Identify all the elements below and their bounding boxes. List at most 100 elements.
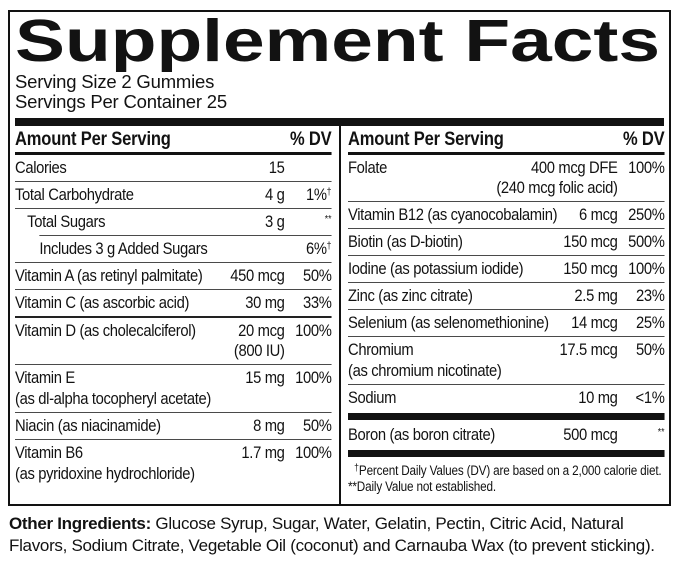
nutrient-row: Folate 400 mcg DFE 100% (240 mcg folic a… — [348, 155, 665, 201]
nutrient-row: Includes 3 g Added Sugars 6%† — [15, 236, 332, 262]
nutrient-row-line: Biotin (as D-biotin) 150 mcg 500% — [348, 229, 665, 255]
footnotes: †Percent Daily Values (DV) are based on … — [348, 459, 665, 495]
nutrient-name: Folate — [347, 158, 387, 177]
footnote-line: **Daily Value not established. — [347, 479, 496, 494]
nutrient-name: Includes 3 g Added Sugars — [39, 239, 208, 258]
nutrient-dv: 33% — [302, 293, 332, 312]
header-divider-bar — [15, 118, 664, 126]
row-separator — [15, 262, 332, 263]
row-separator — [15, 412, 332, 413]
nutrient-amount: 6 mcg — [578, 205, 618, 224]
nutrient-row: Calories 15 — [15, 155, 332, 181]
nutrient-row: Total Sugars 3 g ** — [15, 209, 332, 235]
column-left: Amount Per Serving % DV Calories 15 Tota… — [15, 126, 339, 504]
nutrient-amount: 15 — [268, 158, 285, 177]
nutrient-amount: 500 mcg — [562, 425, 618, 444]
nutrient-dv: 50% — [635, 340, 665, 359]
nutrient-row: Niacin (as niacinamide) 8 mg 50% — [15, 413, 332, 439]
amount-per-serving-header: Amount Per Serving — [347, 129, 504, 150]
row-separator — [347, 228, 665, 229]
nutrient-name-sub: (as chromium nicotinate) — [347, 361, 502, 380]
amount-per-serving-header: Amount Per Serving — [15, 129, 171, 150]
row-separator — [347, 282, 665, 283]
nutrient-amount: 30 mg — [245, 293, 285, 312]
nutrient-dv: ** — [324, 214, 332, 225]
nutrient-row-line: Zinc (as zinc citrate) 2.5 mg 23% — [348, 283, 665, 309]
nutrient-dv: <1% — [635, 388, 665, 407]
row-separator — [15, 289, 332, 290]
nutrient-row-line: Includes 3 g Added Sugars 6%† — [15, 236, 332, 262]
nutrient-amount: 17.5 mcg — [559, 340, 618, 359]
nutrient-amount: 10 mg — [577, 388, 618, 407]
column-right: Amount Per Serving % DV Folate 400 mcg D… — [338, 126, 665, 504]
nutrient-dv: 250% — [627, 205, 665, 224]
nutrient-amount: 150 mcg — [562, 259, 618, 278]
nutrient-row-line: Vitamin E 15 mg 100% — [15, 365, 332, 391]
column-header-right: Amount Per Serving % DV — [347, 126, 664, 155]
nutrient-dv: 100% — [295, 368, 332, 387]
nutrient-row-line: Vitamin D (as cholecalciferol) 20 mcg 10… — [15, 318, 332, 344]
nutrient-row: Iodine (as potassium iodide) 150 mcg 100… — [348, 256, 665, 282]
nutrient-row: Vitamin B12 (as cyanocobalamin) 6 mcg 25… — [348, 202, 665, 228]
nutrient-amount: 150 mcg — [562, 232, 618, 251]
nutrient-name-sub: (as dl-alpha tocopheryl acetate) — [15, 389, 211, 408]
nutrient-name: Sodium — [347, 388, 396, 407]
row-separator — [347, 201, 665, 202]
nutrient-name: Vitamin E — [15, 368, 75, 387]
row-separator — [15, 181, 332, 182]
nutrient-amount: 450 mcg — [230, 266, 285, 285]
nutrient-amount: 1.7 mg — [241, 443, 285, 462]
nutrient-row-line: Chromium 17.5 mcg 50% — [348, 337, 665, 363]
supplement-facts-panel: Supplement Facts Serving Size 2 Gummies … — [8, 10, 671, 506]
nutrient-row-line: Folate 400 mcg DFE 100% — [348, 155, 665, 181]
serving-size: Serving Size 2 Gummies — [15, 71, 215, 92]
nutrient-rows-right: Folate 400 mcg DFE 100% (240 mcg folic a… — [347, 155, 665, 457]
nutrient-row: Vitamin A (as retinyl palmitate) 450 mcg… — [15, 263, 332, 289]
footnote-line: †Percent Daily Values (DV) are based on … — [353, 463, 662, 478]
row-separator — [15, 364, 332, 365]
nutrient-dv: ** — [657, 427, 665, 438]
nutrient-name: Vitamin A (as retinyl palmitate) — [15, 266, 203, 285]
other-ingredients: Other Ingredients: Glucose Syrup, Sugar,… — [9, 513, 675, 556]
nutrient-dv: 6%† — [305, 239, 332, 258]
facts-columns: Amount Per Serving % DV Calories 15 Tota… — [15, 126, 664, 504]
nutrient-amount-sub: (240 mcg folic acid) — [495, 178, 618, 197]
nutrient-row-line: Iodine (as potassium iodide) 150 mcg 100… — [348, 256, 665, 282]
nutrient-name: Iodine (as potassium iodide) — [347, 259, 524, 278]
thick-divider-bar — [347, 413, 665, 420]
nutrient-name: Selenium (as selenomethionine) — [347, 313, 549, 332]
nutrient-name: Total Carbohydrate — [15, 185, 134, 204]
nutrient-row: Vitamin B6 1.7 mg 100% (as pyridoxine hy… — [15, 440, 332, 487]
nutrient-dv: 23% — [635, 286, 665, 305]
nutrient-amount: 2.5 mg — [573, 286, 618, 305]
nutrient-dv: 100% — [627, 158, 665, 177]
servings-per-container: Servings Per Container 25 — [15, 91, 227, 112]
nutrient-row-line: Niacin (as niacinamide) 8 mg 50% — [15, 413, 332, 439]
nutrient-row-line: Boron (as boron citrate) 500 mcg ** — [348, 422, 665, 448]
nutrient-name: Zinc (as zinc citrate) — [347, 286, 473, 305]
nutrient-amount-sub: (800 IU) — [233, 341, 285, 360]
page-title: Supplement Facts — [15, 14, 660, 72]
nutrient-dv: 100% — [295, 443, 332, 462]
nutrient-dv: 100% — [295, 321, 332, 340]
nutrient-row-line: Sodium 10 mg <1% — [348, 385, 665, 411]
nutrient-dv: 50% — [302, 266, 332, 285]
nutrient-row: Biotin (as D-biotin) 150 mcg 500% — [348, 229, 665, 255]
nutrient-row: Vitamin D (as cholecalciferol) 20 mcg 10… — [15, 318, 332, 364]
nutrient-dv: 1%† — [305, 185, 332, 204]
row-separator — [347, 309, 665, 310]
nutrient-row: Zinc (as zinc citrate) 2.5 mg 23% — [348, 283, 665, 309]
row-separator — [347, 384, 665, 385]
thick-divider-bar — [347, 450, 665, 457]
nutrient-row-line: Calories 15 — [15, 155, 332, 181]
row-separator — [15, 208, 332, 209]
nutrient-amount: 8 mg — [253, 416, 285, 435]
nutrient-amount: 4 g — [265, 185, 285, 204]
nutrient-amount: 15 mg — [245, 368, 285, 387]
nutrient-dv: 50% — [302, 416, 332, 435]
nutrient-name: Total Sugars — [27, 212, 106, 231]
nutrient-row-line: Total Carbohydrate 4 g 1%† — [15, 182, 332, 208]
nutrient-name: Niacin (as niacinamide) — [15, 416, 161, 435]
nutrient-amount: 14 mcg — [570, 313, 618, 332]
